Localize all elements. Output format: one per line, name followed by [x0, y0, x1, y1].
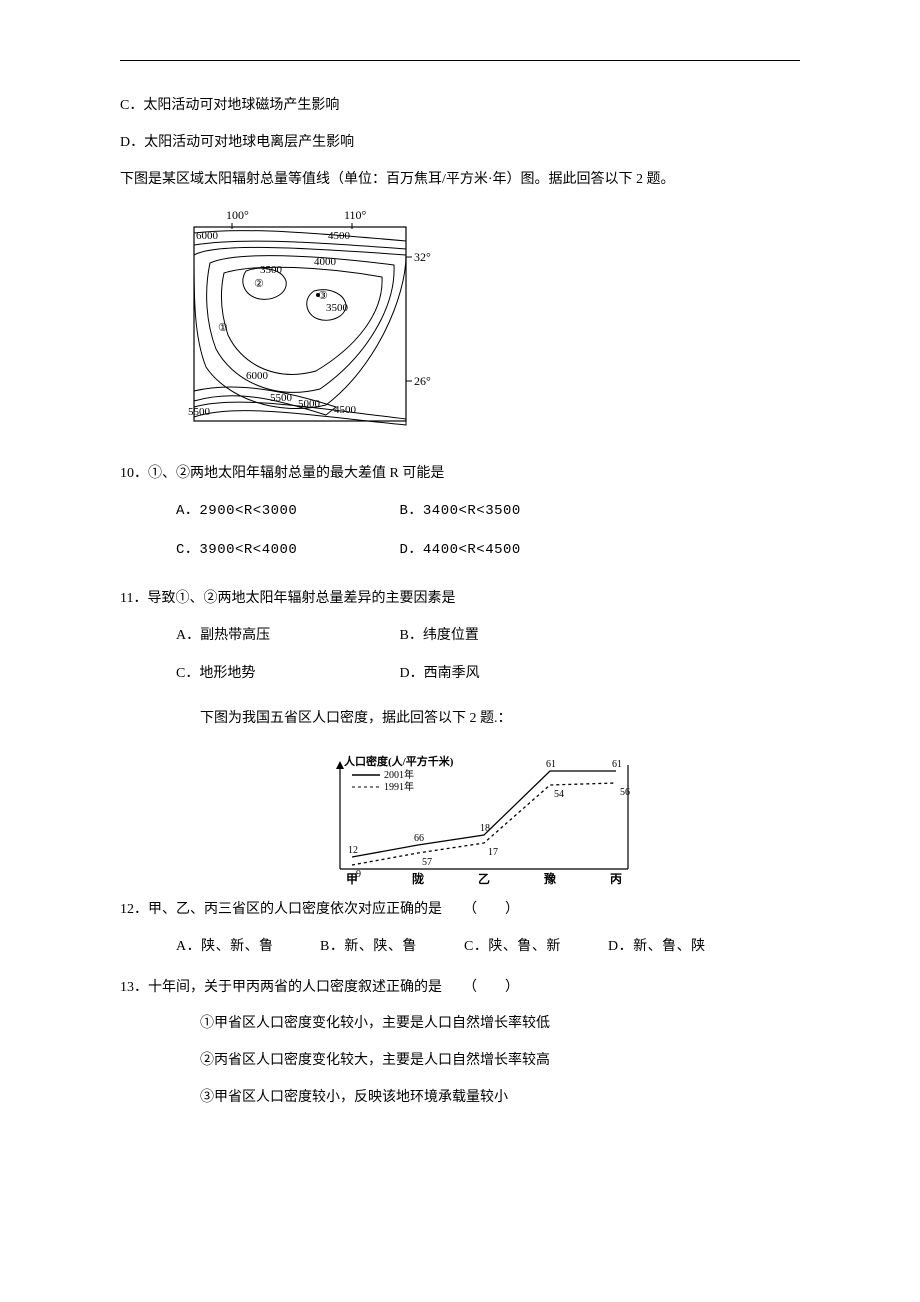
q13-statement-2: ②丙省区人口密度变化较大，主要是人口自然增长率较高 — [200, 1046, 800, 1077]
svg-text:5500: 5500 — [188, 406, 211, 418]
svg-text:61: 61 — [546, 759, 556, 770]
figure-solar-map: 100°110°32°26°6000450040003500②③3500①600… — [176, 207, 800, 447]
svg-text:②: ② — [254, 278, 264, 290]
svg-text:豫: 豫 — [544, 871, 556, 885]
svg-text:2001年: 2001年 — [384, 768, 414, 781]
svg-text:100°: 100° — [226, 208, 249, 222]
q10-option-c: C．3900<R<4000 — [176, 535, 396, 566]
svg-text:32°: 32° — [414, 250, 431, 264]
svg-text:4500: 4500 — [334, 404, 357, 416]
figure-population-density: 人口密度(人/平方千米)2001年1991年126618616195717545… — [120, 745, 800, 885]
svg-text:66: 66 — [414, 833, 424, 844]
q13-stem: 13．十年间，关于甲丙两省的人口密度叙述正确的是 （ ） — [120, 973, 800, 1004]
svg-text:56: 56 — [620, 787, 630, 798]
svg-text:③: ③ — [318, 290, 328, 302]
q10-option-b: B．3400<R<3500 — [400, 496, 620, 527]
q10-option-d: D．4400<R<4500 — [400, 535, 620, 566]
q12-option-b: B．新、陕、鲁 — [320, 932, 460, 963]
q12-stem: 12．甲、乙、丙三省区的人口密度依次对应正确的是 （ ） — [120, 895, 800, 926]
pretext-option-d: D．太阳活动可对地球电离层产生影响 — [120, 128, 800, 159]
q11-option-d: D．西南季风 — [400, 659, 620, 690]
svg-text:3500: 3500 — [260, 264, 283, 276]
q10-option-a: A．2900<R<3000 — [176, 496, 396, 527]
svg-text:陇: 陇 — [412, 871, 424, 885]
q11-option-a: A．副热带高压 — [176, 621, 396, 652]
q12-option-c: C．陕、鲁、新 — [464, 932, 604, 963]
svg-text:6000: 6000 — [196, 230, 219, 242]
q13-statement-1: ①甲省区人口密度变化较小，主要是人口自然增长率较低 — [200, 1009, 800, 1040]
svg-text:4500: 4500 — [328, 230, 351, 242]
svg-text:1991年: 1991年 — [384, 780, 414, 793]
svg-text:人口密度(人/平方千米): 人口密度(人/平方千米) — [344, 754, 454, 768]
svg-text:26°: 26° — [414, 374, 431, 388]
svg-text:甲: 甲 — [346, 872, 358, 885]
svg-text:17: 17 — [488, 847, 498, 858]
svg-text:18: 18 — [480, 823, 490, 834]
svg-text:①: ① — [218, 322, 228, 334]
q10-stem: 10．①、②两地太阳年辐射总量的最大差值 R 可能是 — [120, 459, 800, 490]
q11-option-c: C．地形地势 — [176, 659, 396, 690]
q12-option-d: D．新、鲁、陕 — [608, 932, 748, 963]
svg-text:61: 61 — [612, 759, 622, 770]
q13-statement-3: ③甲省区人口密度较小，反映该地环境承载量较小 — [200, 1083, 800, 1114]
svg-text:54: 54 — [554, 789, 564, 800]
header-rule — [120, 60, 800, 61]
q11-stem: 11．导致①、②两地太阳年辐射总量差异的主要因素是 — [120, 584, 800, 615]
q11-intro: 下图为我国五省区人口密度，据此回答以下 2 题.： — [200, 704, 800, 735]
pretext-option-c: C．太阳活动可对地球磁场产生影响 — [120, 91, 800, 122]
pretext-intro: 下图是某区域太阳辐射总量等值线（单位：百万焦耳/平方米·年）图。据此回答以下 2… — [120, 165, 800, 196]
svg-text:12: 12 — [348, 845, 358, 856]
svg-text:5000: 5000 — [298, 398, 321, 410]
svg-text:4000: 4000 — [314, 256, 337, 268]
q12-option-a: A．陕、新、鲁 — [176, 932, 316, 963]
svg-text:5500: 5500 — [270, 392, 293, 404]
svg-text:57: 57 — [422, 857, 432, 868]
svg-text:乙: 乙 — [478, 872, 490, 885]
svg-text:110°: 110° — [344, 208, 367, 222]
q11-option-b: B．纬度位置 — [400, 621, 620, 652]
svg-text:3500: 3500 — [326, 302, 349, 314]
svg-text:6000: 6000 — [246, 370, 269, 382]
svg-text:丙: 丙 — [610, 872, 622, 885]
